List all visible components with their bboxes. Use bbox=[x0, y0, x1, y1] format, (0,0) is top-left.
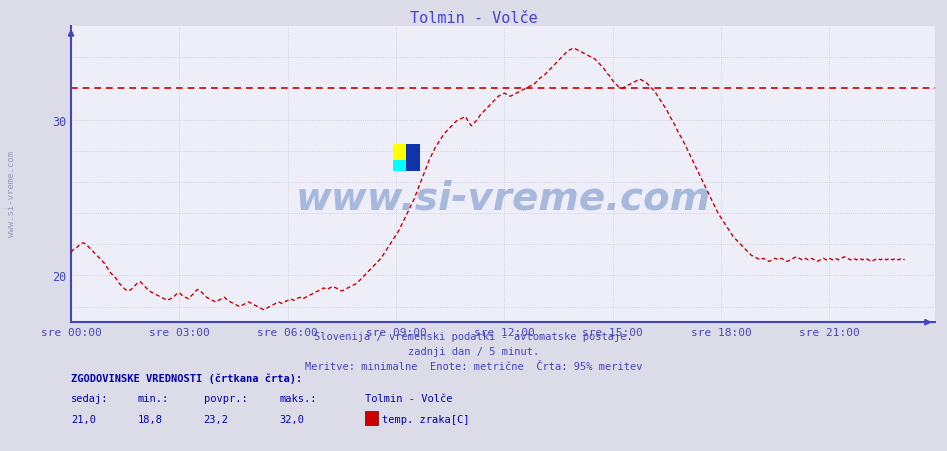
Text: www.si-vreme.com: www.si-vreme.com bbox=[7, 151, 16, 237]
Text: Slovenija / vremenski podatki - avtomatske postaje.: Slovenija / vremenski podatki - avtomats… bbox=[314, 331, 633, 341]
Text: Tolmin - Volče: Tolmin - Volče bbox=[365, 393, 452, 403]
Text: maks.:: maks.: bbox=[279, 393, 317, 403]
Text: povpr.:: povpr.: bbox=[204, 393, 247, 403]
Text: 32,0: 32,0 bbox=[279, 414, 304, 423]
Text: min.:: min.: bbox=[137, 393, 169, 403]
Text: temp. zraka[C]: temp. zraka[C] bbox=[382, 414, 469, 423]
Text: 18,8: 18,8 bbox=[137, 414, 162, 423]
Text: Tolmin - Volče: Tolmin - Volče bbox=[410, 11, 537, 26]
Text: Meritve: minimalne  Enote: metrične  Črta: 95% meritev: Meritve: minimalne Enote: metrične Črta:… bbox=[305, 361, 642, 371]
Text: 21,0: 21,0 bbox=[71, 414, 96, 423]
Text: sedaj:: sedaj: bbox=[71, 393, 109, 403]
Text: ZGODOVINSKE VREDNOSTI (črtkana črta):: ZGODOVINSKE VREDNOSTI (črtkana črta): bbox=[71, 373, 302, 383]
Text: zadnji dan / 5 minut.: zadnji dan / 5 minut. bbox=[408, 346, 539, 356]
Text: 23,2: 23,2 bbox=[204, 414, 228, 423]
Text: www.si-vreme.com: www.si-vreme.com bbox=[295, 179, 710, 217]
